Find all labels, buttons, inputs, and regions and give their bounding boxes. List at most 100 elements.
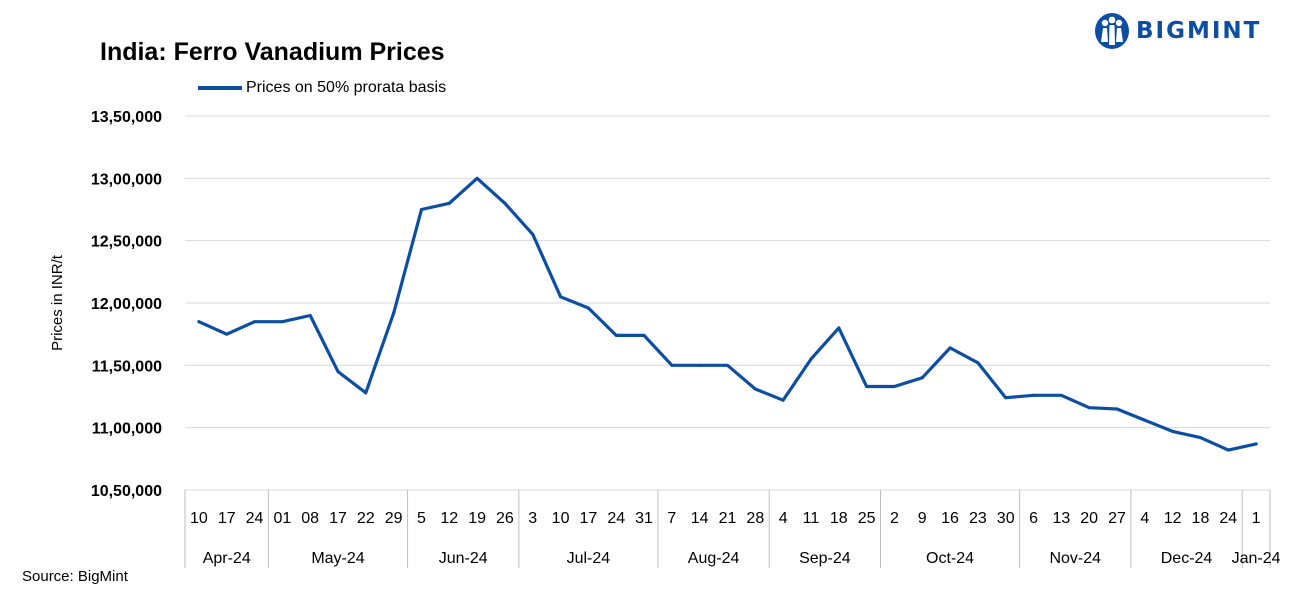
month-label: Apr-24	[203, 550, 251, 567]
data-point	[670, 363, 674, 367]
x-tick-label: 27	[1108, 510, 1126, 527]
x-tick-label: 4	[1140, 510, 1149, 527]
data-point	[892, 385, 896, 389]
data-point	[781, 398, 785, 402]
data-point	[1032, 393, 1036, 397]
y-tick-label: 12,00,000	[91, 296, 162, 313]
data-point	[336, 370, 340, 374]
data-point	[1087, 406, 1091, 410]
x-tick-label: 30	[997, 510, 1015, 527]
x-tick-label: 6	[1029, 510, 1038, 527]
bigmint-logo-text: BIGMINT	[1136, 18, 1262, 44]
data-point	[1171, 429, 1175, 433]
bigmint-logo-icon	[1095, 13, 1129, 49]
data-point	[475, 176, 479, 180]
data-point	[948, 346, 952, 350]
data-point	[1143, 418, 1147, 422]
data-point	[1226, 448, 1230, 452]
data-point	[280, 320, 284, 324]
x-tick-label: 29	[385, 510, 403, 527]
x-tick-label: 21	[719, 510, 737, 527]
x-tick-label: 4	[779, 510, 788, 527]
y-tick-label: 11,00,000	[92, 421, 162, 438]
month-label: Jun-24	[439, 550, 488, 567]
y-tick-label: 13,50,000	[91, 109, 162, 126]
x-tick-label: 10	[190, 510, 208, 527]
data-point	[726, 363, 729, 367]
month-label: Jan-24	[1232, 550, 1281, 567]
data-point	[559, 295, 563, 299]
month-label: Sep-24	[799, 550, 851, 567]
month-label: Dec-24	[1161, 550, 1213, 567]
data-point	[364, 391, 368, 395]
data-point	[614, 333, 618, 337]
data-point	[809, 357, 813, 361]
month-label: Aug-24	[688, 550, 740, 567]
month-label: Oct-24	[926, 550, 974, 567]
x-tick-label: 17	[329, 510, 347, 527]
x-tick-label: 7	[667, 510, 676, 527]
x-tick-label: 22	[357, 510, 375, 527]
x-tick-label: 24	[246, 510, 264, 527]
data-point	[976, 361, 980, 365]
x-tick-label: 28	[746, 510, 764, 527]
x-tick-label: 08	[301, 510, 319, 527]
x-tick-label: 17	[218, 510, 236, 527]
x-tick-label: 14	[691, 510, 709, 527]
x-tick-label: 16	[941, 510, 959, 527]
x-tick-label: 01	[273, 510, 291, 527]
x-tick-label: 24	[607, 510, 625, 527]
x-tick-label: 9	[918, 510, 927, 527]
x-tick-label: 31	[635, 510, 653, 527]
chart-legend: Prices on 50% prorata basis	[198, 78, 446, 98]
source-note: Source: BigMint	[22, 568, 128, 585]
x-tick-label: 23	[969, 510, 987, 527]
y-tick-label: 13,00,000	[91, 171, 162, 188]
data-point	[225, 332, 229, 336]
x-tick-label: 26	[496, 510, 514, 527]
y-tick-label: 11,50,000	[92, 358, 162, 375]
data-point	[1254, 442, 1258, 446]
x-tick-label: 20	[1080, 510, 1098, 527]
x-tick-label: 3	[528, 510, 537, 527]
data-point	[586, 306, 590, 310]
data-point	[253, 320, 257, 324]
data-point	[1115, 407, 1119, 411]
x-tick-label: 5	[417, 510, 426, 527]
x-tick-label: 24	[1219, 510, 1237, 527]
x-tick-label: 18	[830, 510, 848, 527]
data-point	[1059, 393, 1063, 397]
data-point	[392, 311, 396, 315]
data-point	[865, 385, 869, 389]
data-point	[419, 208, 423, 211]
data-point	[837, 326, 841, 330]
bigmint-logo: BIGMINT	[1094, 12, 1261, 50]
y-axis-label: Prices in INR/t	[49, 254, 66, 351]
series-line-prices	[197, 176, 1258, 452]
data-point	[1004, 396, 1008, 400]
x-tick-label: 12	[440, 510, 458, 527]
month-label: May-24	[311, 550, 364, 567]
x-tick-label: 12	[1164, 510, 1182, 527]
data-point	[503, 201, 507, 205]
data-point	[753, 387, 757, 391]
y-tick-label: 10,50,000	[91, 483, 162, 500]
data-point	[531, 232, 535, 236]
month-label: Jul-24	[567, 550, 611, 567]
data-point	[698, 363, 702, 367]
data-point	[447, 201, 451, 205]
x-tick-label: 17	[579, 510, 597, 527]
x-tick-label: 13	[1052, 510, 1070, 527]
data-point	[308, 313, 312, 317]
x-tick-label: 2	[890, 510, 899, 527]
chart-title: India: Ferro Vanadium Prices	[100, 38, 445, 66]
data-point	[197, 320, 201, 324]
y-tick-label: 12,50,000	[91, 234, 162, 251]
data-point	[642, 333, 646, 337]
month-label: Nov-24	[1049, 550, 1101, 567]
x-tick-label: 25	[858, 510, 876, 527]
x-tick-label: 18	[1192, 510, 1210, 527]
legend-line-swatch	[198, 86, 242, 90]
data-point	[920, 376, 924, 380]
